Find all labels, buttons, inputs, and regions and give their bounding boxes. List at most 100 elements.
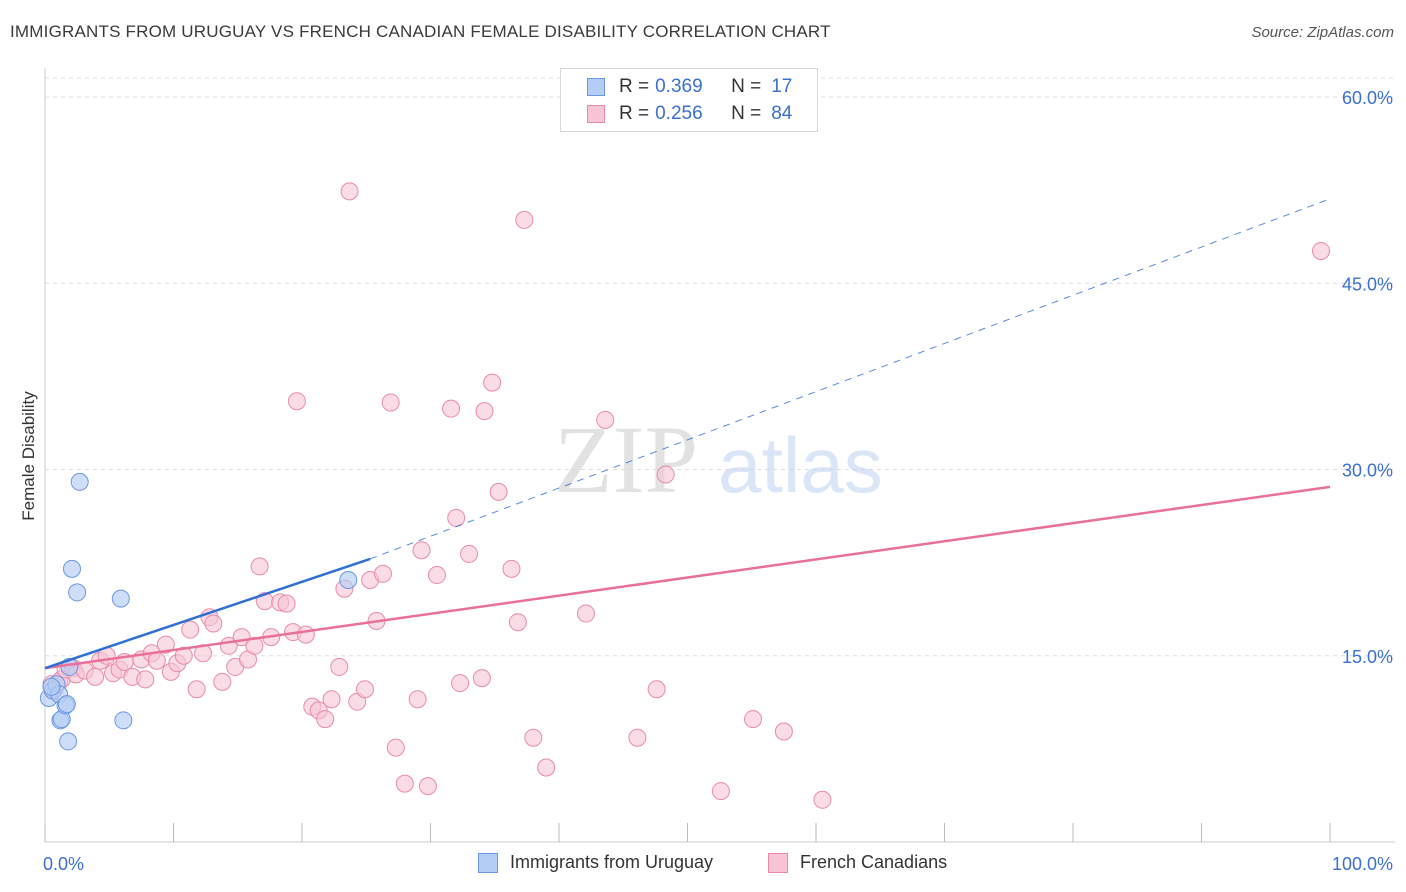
french-canadians-point [524,728,543,747]
uruguay-point [59,732,78,751]
french-canadians-point [460,544,479,563]
french-canadians-point [508,613,527,632]
french-canadians-point [316,710,335,729]
legend-item-uruguay: Immigrants from Uruguay [478,852,713,873]
n-label: N = [731,76,762,97]
french-canadians-point [147,651,166,670]
legend-stats: R = 0.369 N = 17 R = 0.256 N = 84 [560,68,818,132]
french-canadians-point [576,604,595,623]
y-tick-label: 15.0% [1342,647,1393,667]
french-canadians-point [381,393,400,412]
french-canadians-point [86,667,105,686]
french-canadians-point [136,670,155,689]
french-canadians-point [277,594,296,613]
n-label: N = [731,103,762,124]
uruguay-point [57,695,76,714]
french-canadians-point [373,564,392,583]
n-value: 84 [771,103,793,124]
french-canadians-point [1312,241,1331,260]
french-canadians-point [355,680,374,699]
french-canadians-point [245,636,264,655]
uruguay-point [70,472,89,491]
french-canadians-point [472,669,491,688]
french-canadians-point [596,410,615,429]
french-canadians-point [442,399,461,418]
french-canadians-point [451,674,470,693]
uruguay-trend-line [44,557,371,670]
y-axis-label: Female Disability [19,391,38,521]
french-canadians-point [628,728,647,747]
french-canadians-point [287,392,306,411]
french-canadians-point [774,722,793,741]
x-tick-label: 100.0% [1332,854,1393,874]
uruguay-trend-extension [369,198,1331,560]
uruguay-point [114,711,133,730]
legend-swatch-pink [768,852,788,873]
y-tick-label: 60.0% [1342,88,1393,108]
uruguay-point [68,583,87,602]
y-tick-label: 45.0% [1342,274,1393,294]
legend-swatch-blue [587,78,605,96]
uruguay-points [39,472,358,751]
french-canadians-point [296,625,315,644]
french-canadians-point [213,672,232,691]
french-canadians-point [330,657,349,676]
french-canadians-point [187,680,206,699]
r-label: R = [619,103,650,124]
french-canadians-trend-line [44,485,1331,670]
french-canadians-point [395,774,414,793]
source-label: Source: ZipAtlas.com [1251,24,1394,41]
french-canadians-point [204,614,223,633]
french-canadians-point [322,690,341,709]
french-canadians-point [489,482,508,501]
french-canadians-point [483,373,502,392]
legend-item-french-canadians: French Canadians [768,852,947,873]
watermark: ZIP atlas [554,406,883,513]
french-canadians-point [427,566,446,585]
watermark-zip: ZIP [554,406,698,513]
french-canadians-point [647,680,666,699]
chart-title: IMMIGRANTS FROM URUGUAY VS FRENCH CANADI… [10,22,831,41]
legend-label: French Canadians [800,852,948,872]
r-label: R = [619,76,650,97]
french-canadians-point [656,465,675,484]
french-canadians-point [174,646,193,665]
uruguay-point [42,677,61,696]
grid-lines [45,77,1395,657]
legend-swatch-blue [478,852,498,873]
french-canadians-point [475,402,494,421]
french-canadians-point [408,690,427,709]
y-tick-label: 30.0% [1342,461,1393,481]
x-tick-label: 0.0% [43,854,84,874]
legend-swatch-pink [587,105,605,123]
french-canadians-points [42,182,1331,809]
y-tick-labels: 15.0% 30.0% 45.0% 60.0% [1342,88,1393,667]
french-canadians-point [250,557,269,576]
legend-series: Immigrants from Uruguay French Canadians [0,852,1406,878]
uruguay-point [339,571,358,590]
french-canadians-point [386,738,405,757]
french-canadians-point [711,782,730,801]
french-canadians-point [156,635,175,654]
n-value: 17 [771,76,793,97]
french-canadians-point [515,210,534,229]
french-canadians-point [502,559,521,578]
uruguay-point [62,559,81,578]
french-canadians-point [340,182,359,201]
watermark-atlas: atlas [718,421,883,509]
legend-label: Immigrants from Uruguay [510,852,714,872]
french-canadians-point [418,777,437,796]
legend-stats-row-french-canadians: R = 0.256 N = 84 [587,102,792,126]
uruguay-point [111,589,130,608]
french-canadians-point [744,710,763,729]
french-canadians-point [537,758,556,777]
r-value: 0.369 [655,76,703,97]
r-value: 0.256 [655,103,703,124]
french-canadians-point [181,620,200,639]
axes [44,68,1395,843]
french-canadians-point [447,508,466,527]
trend-lines [44,198,1331,670]
french-canadians-point [412,541,431,560]
x-tick-labels: 0.0% 100.0% [43,854,1393,874]
